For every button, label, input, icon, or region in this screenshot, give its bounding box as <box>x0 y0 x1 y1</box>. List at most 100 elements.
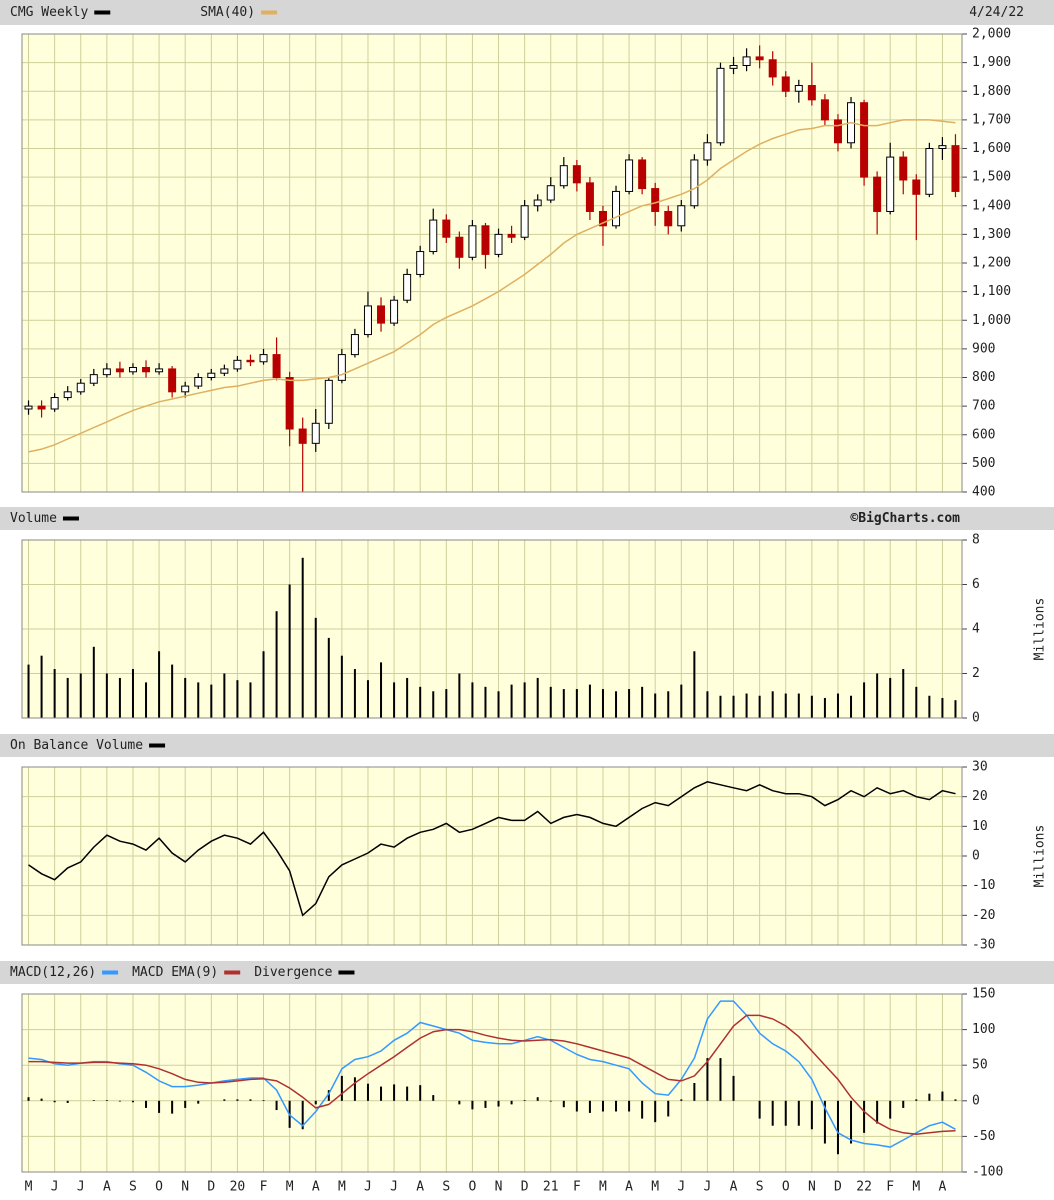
bar <box>810 1100 813 1130</box>
bar <box>562 1100 565 1108</box>
bar <box>171 664 174 718</box>
bar <box>784 693 787 718</box>
bar <box>131 669 134 718</box>
candle-body <box>76 382 85 393</box>
bar <box>340 1075 343 1101</box>
candle-body <box>925 148 934 195</box>
bar <box>902 669 905 718</box>
candle-body <box>324 379 333 424</box>
candle-body <box>494 233 503 255</box>
x-tick-label: M <box>338 1180 346 1195</box>
candle-body <box>377 305 386 324</box>
bar <box>732 1075 735 1101</box>
bar <box>758 695 761 718</box>
candle-body <box>938 145 947 149</box>
candle-body <box>507 233 516 238</box>
bar <box>732 695 735 718</box>
y-tick-label: 20 <box>972 789 988 804</box>
x-tick-label: S <box>756 1180 764 1195</box>
bar <box>628 689 631 718</box>
bar <box>706 1058 709 1101</box>
candle-body <box>677 205 686 227</box>
y-tick-label: -20 <box>972 908 995 923</box>
bar <box>484 686 487 718</box>
y-tick-label: 400 <box>972 485 995 500</box>
bar <box>615 691 618 718</box>
bar <box>380 1086 383 1101</box>
x-tick-label: F <box>260 1180 268 1195</box>
bar <box>850 695 853 718</box>
bar <box>40 655 43 718</box>
legend-label: MACD(12,26) <box>10 965 96 980</box>
bar <box>693 651 696 718</box>
y-tick-label: 1,900 <box>972 55 1011 70</box>
candle-body <box>155 368 164 373</box>
bar <box>327 637 330 718</box>
bar <box>301 1100 304 1130</box>
bar <box>876 1100 879 1124</box>
bar <box>393 1084 396 1101</box>
bar <box>366 680 369 718</box>
x-tick-label: O <box>155 1180 163 1195</box>
bar <box>380 662 383 718</box>
candle-body <box>598 210 607 227</box>
legend-label: Divergence <box>254 965 332 980</box>
candle-body <box>24 405 33 410</box>
legend-swatch <box>149 743 166 748</box>
candle-body <box>246 359 255 363</box>
y-tick-label: 150 <box>972 987 995 1002</box>
bar <box>27 664 30 718</box>
candle-body <box>272 354 281 379</box>
x-tick-label: J <box>364 1180 372 1195</box>
candle-body <box>298 428 307 444</box>
candle-body <box>115 368 124 373</box>
candle-body <box>350 334 359 356</box>
y-tick-label: 700 <box>972 399 995 414</box>
x-tick-label: A <box>939 1180 947 1195</box>
bar <box>889 677 892 718</box>
x-tick-label: A <box>103 1180 111 1195</box>
plot-border <box>21 766 963 946</box>
bar <box>275 1100 278 1111</box>
bar <box>353 1077 356 1101</box>
x-tick-label: M <box>286 1180 294 1195</box>
legend-swatch <box>338 970 355 975</box>
legend-label: Volume <box>10 511 57 526</box>
bar <box>27 1097 30 1101</box>
candle-body <box>690 159 699 207</box>
plot-border <box>21 539 963 719</box>
bar <box>601 689 604 718</box>
x-tick-label: M <box>651 1180 659 1195</box>
bar <box>158 651 161 718</box>
y-tick-label: 1,700 <box>972 112 1011 127</box>
candle-body <box>207 372 216 378</box>
bar <box>53 669 56 718</box>
y-tick-label: 1,400 <box>972 198 1011 213</box>
bar <box>406 1086 409 1101</box>
candle-body <box>794 85 803 92</box>
bar <box>145 682 148 718</box>
bar <box>588 1100 591 1113</box>
x-tick-label: J <box>704 1180 712 1195</box>
candle-body <box>651 188 660 212</box>
x-tick-label: J <box>77 1180 85 1195</box>
y-tick-label: -30 <box>972 938 995 953</box>
candle-body <box>742 56 751 66</box>
bar <box>353 669 356 718</box>
bar <box>745 693 748 718</box>
legend-label: CMG Weekly <box>10 5 88 20</box>
y-tick-label: 100 <box>972 1022 995 1037</box>
candle-body <box>416 251 425 275</box>
annotation: 4/24/22 <box>969 5 1024 20</box>
candle-body <box>468 225 477 258</box>
candle-body <box>546 185 555 201</box>
candle-body <box>899 156 908 181</box>
candle-body <box>520 205 529 238</box>
annotation: ©BigCharts.com <box>850 511 960 526</box>
candle-body <box>533 199 542 207</box>
bar <box>288 584 291 718</box>
bar <box>249 1099 252 1101</box>
bar <box>158 1100 161 1113</box>
candle-body <box>781 76 790 92</box>
x-tick-label: D <box>521 1180 529 1195</box>
